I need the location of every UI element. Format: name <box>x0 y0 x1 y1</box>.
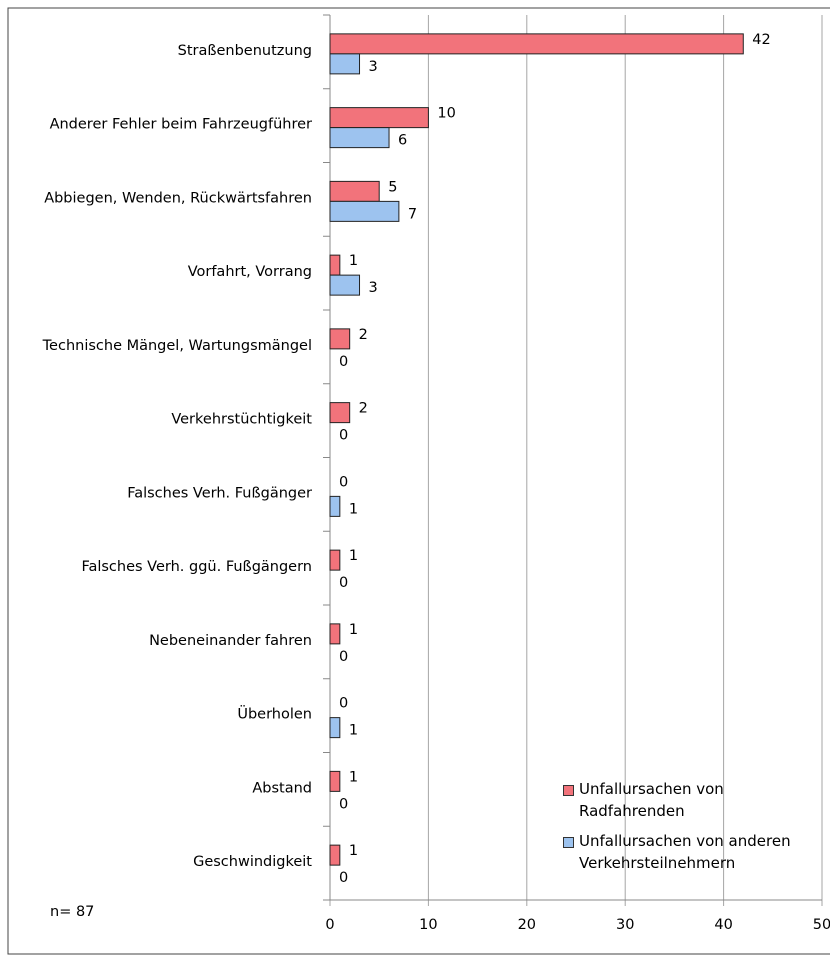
data-label: 10 <box>437 106 455 122</box>
data-label: 1 <box>349 253 358 269</box>
bar <box>329 717 341 739</box>
bar <box>329 274 361 296</box>
data-label: 1 <box>349 501 358 517</box>
data-label: 0 <box>339 575 348 591</box>
y-tick-label: Abstand <box>252 780 312 796</box>
legend: Unfallursachen von Radfahrenden Unfallurs… <box>563 778 813 882</box>
bar <box>329 127 390 149</box>
data-label: 0 <box>339 649 348 665</box>
data-label: 3 <box>369 280 378 296</box>
data-label: 2 <box>359 327 368 343</box>
data-label: 1 <box>349 769 358 785</box>
data-label: 0 <box>339 428 348 444</box>
bar <box>329 53 361 75</box>
data-label: 0 <box>339 796 348 812</box>
bar <box>329 770 341 792</box>
annotation: n= 87 <box>50 904 94 920</box>
bar <box>329 180 380 202</box>
legend-swatch <box>563 785 574 796</box>
y-tick-label: Nebeneinander fahren <box>149 633 312 649</box>
data-label: 1 <box>349 622 358 638</box>
y-tick-label: Technische Mängel, Wartungsmängel <box>42 338 312 354</box>
data-label: 0 <box>339 696 348 712</box>
legend-label: Unfallursachen von anderen Verkehrsteiln… <box>579 832 791 872</box>
data-label: 1 <box>349 843 358 859</box>
data-label: 6 <box>398 133 407 149</box>
bar <box>329 549 341 571</box>
y-tick-label: Geschwindigkeit <box>193 854 312 870</box>
y-tick-label: Abbiegen, Wenden, Rückwärtsfahren <box>44 190 312 206</box>
y-tick-label: Verkehrstüchtigkeit <box>171 412 312 428</box>
data-label: 0 <box>339 474 348 490</box>
data-label: 0 <box>339 354 348 370</box>
bar <box>329 254 341 276</box>
bar <box>329 107 429 129</box>
legend-item: Unfallursachen von Radfahrenden <box>563 778 813 822</box>
legend-label: Unfallursachen von Radfahrenden <box>579 780 724 820</box>
legend-swatch <box>563 837 574 848</box>
bar <box>329 328 351 350</box>
y-tick-label: Anderer Fehler beim Fahrzeugführer <box>50 117 312 133</box>
legend-item: Unfallursachen von anderen Verkehrsteiln… <box>563 830 813 874</box>
bar <box>329 495 341 517</box>
x-tick-label: 30 <box>616 917 634 933</box>
bar <box>329 200 400 222</box>
y-tick-label: Falsches Verh. Fußgänger <box>127 485 312 501</box>
x-tick-label: 10 <box>419 917 437 933</box>
data-label: 7 <box>408 206 417 222</box>
frame <box>7 7 830 955</box>
data-label: 0 <box>339 870 348 886</box>
y-tick-label: Straßenbenutzung <box>178 43 312 59</box>
bar <box>329 844 341 866</box>
x-tick-label: 50 <box>813 917 830 933</box>
y-tick-label: Vorfahrt, Vorrang <box>188 264 312 280</box>
y-tick-label: Überholen <box>237 705 312 723</box>
data-label: 1 <box>349 548 358 564</box>
x-tick-label: 40 <box>714 917 732 933</box>
bar <box>329 402 351 424</box>
bar <box>329 623 341 645</box>
bar <box>329 33 744 55</box>
y-tick-label: Falsches Verh. ggü. Fußgängern <box>81 559 312 575</box>
data-label: 5 <box>388 179 397 195</box>
data-label: 1 <box>349 723 358 739</box>
data-label: 3 <box>369 59 378 75</box>
data-label: 42 <box>752 32 770 48</box>
data-label: 2 <box>359 401 368 417</box>
x-tick-label: 0 <box>325 917 334 933</box>
x-tick-label: 20 <box>518 917 536 933</box>
